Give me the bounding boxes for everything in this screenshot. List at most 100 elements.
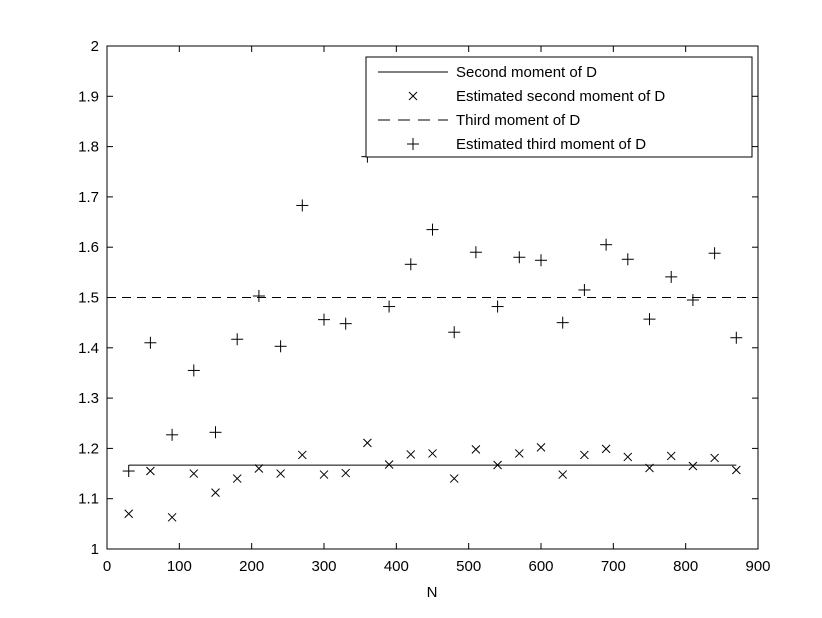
estimated-second-moment-point [514,449,524,458]
estimated-second-moment-point [211,488,220,498]
x-tick-label: 200 [239,558,264,575]
estimated-second-moment-point [363,438,372,448]
legend-x-marker [408,91,418,101]
marker-stroke [558,470,568,479]
x-tick-label: 400 [384,558,409,575]
estimated-second-moment-point [645,463,654,473]
marker-stroke [623,452,633,462]
estimated-second-moment-point [297,450,307,460]
estimated-second-moment-point [449,474,459,483]
marker-stroke [471,445,481,454]
estimated-second-moment-point [580,450,589,460]
marker-stroke [232,474,242,483]
x-tick-label: 0 [103,558,111,575]
estimated-third-moment-point [166,428,179,441]
estimated-second-moment-point [536,443,546,452]
marker-stroke [493,460,502,470]
estimated-third-moment-point [469,246,482,259]
y-tick-label: 1.8 [78,139,99,156]
estimated-third-moment-point [643,313,656,326]
y-tick-label: 1 [91,541,99,558]
estimated-third-moment-point [426,223,439,236]
marker-stroke [297,450,307,460]
estimated-third-moment-point [318,313,330,326]
estimated-third-moment-point [144,336,157,349]
legend-label: Estimated second moment of D [456,88,665,105]
estimated-second-moment-point [688,461,698,471]
estimated-second-moment-point [493,460,502,470]
estimated-third-moment-point [556,316,569,329]
marker-stroke [710,453,719,463]
x-tick-label: 800 [673,558,698,575]
y-tick-label: 1.2 [78,440,99,457]
estimated-second-moment-point [124,509,134,519]
series-layer [107,150,758,522]
estimated-second-moment-point [558,470,568,479]
x-tick-label: 900 [745,558,770,575]
marker-stroke [146,466,155,476]
x-tick-label: 100 [167,558,192,575]
legend-label: Third moment of D [456,112,580,129]
x-tick-label: 600 [528,558,553,575]
estimated-third-moment-point [491,300,504,313]
estimated-third-moment-point [708,247,721,260]
marker-stroke [580,450,589,460]
estimated-third-moment-point [686,294,699,307]
marker-stroke [211,488,220,498]
estimated-third-moment-point [513,251,526,264]
estimated-second-moment-point [601,444,611,454]
estimated-second-moment-point [666,451,676,461]
marker-stroke [666,451,676,461]
estimated-second-moment-point [384,460,394,469]
estimated-second-moment-point [623,452,633,462]
estimated-third-moment-point [404,258,417,271]
marker-stroke [601,444,611,454]
y-tick-label: 1.9 [78,88,99,105]
marker-stroke [254,464,264,473]
marker-stroke [688,461,698,471]
marker-stroke [384,460,394,469]
estimated-third-moment-point [621,253,634,266]
estimated-third-moment-point [578,283,591,296]
legend: Second moment of D Estimated second momen… [365,56,753,158]
estimated-second-moment-point [406,450,416,459]
estimated-second-moment-point [254,464,264,473]
marker-stroke [319,470,329,479]
estimated-third-moment-point [535,254,547,267]
legend-box [365,56,753,158]
estimated-third-moment-point [600,238,613,251]
marker-stroke [276,469,285,478]
estimated-third-moment-point [383,300,396,313]
marker-stroke [341,468,351,478]
estimated-third-moment-point [665,270,678,283]
marker-stroke [363,438,372,448]
y-tick-label: 1.7 [78,189,99,206]
ticks-layer: 0 100 200 300 400 500 600 700 800 900 1 1.1 1.2 1.3 1.… [78,38,770,575]
estimated-second-moment-point [276,469,285,478]
marker-stroke [645,463,654,473]
x-tick-label: 500 [456,558,481,575]
estimated-third-moment-point [339,317,352,330]
estimated-third-moment-point [274,340,287,353]
estimated-third-moment-point [730,331,743,344]
estimated-third-moment-point [187,364,200,377]
x-tick-label: 300 [311,558,336,575]
marker-stroke [167,512,177,522]
legend-label: Second moment of D [456,64,597,81]
y-tick-label: 1.3 [78,390,99,407]
marker-stroke [189,469,199,478]
marker-stroke [731,465,741,475]
estimated-third-moment-point [296,199,309,212]
estimated-second-moment-point [471,445,481,454]
y-tick-label: 2 [91,38,99,55]
y-tick-label: 1.1 [78,491,99,508]
estimated-third-moment-point [231,333,244,346]
estimated-second-moment-point [232,474,242,483]
marker-stroke [428,449,437,458]
estimated-second-moment-point [146,466,155,476]
x-tick-label: 700 [601,558,626,575]
estimated-third-moment-point [122,465,135,478]
y-tick-label: 1.6 [78,239,99,256]
estimated-third-moment-point [209,426,222,439]
